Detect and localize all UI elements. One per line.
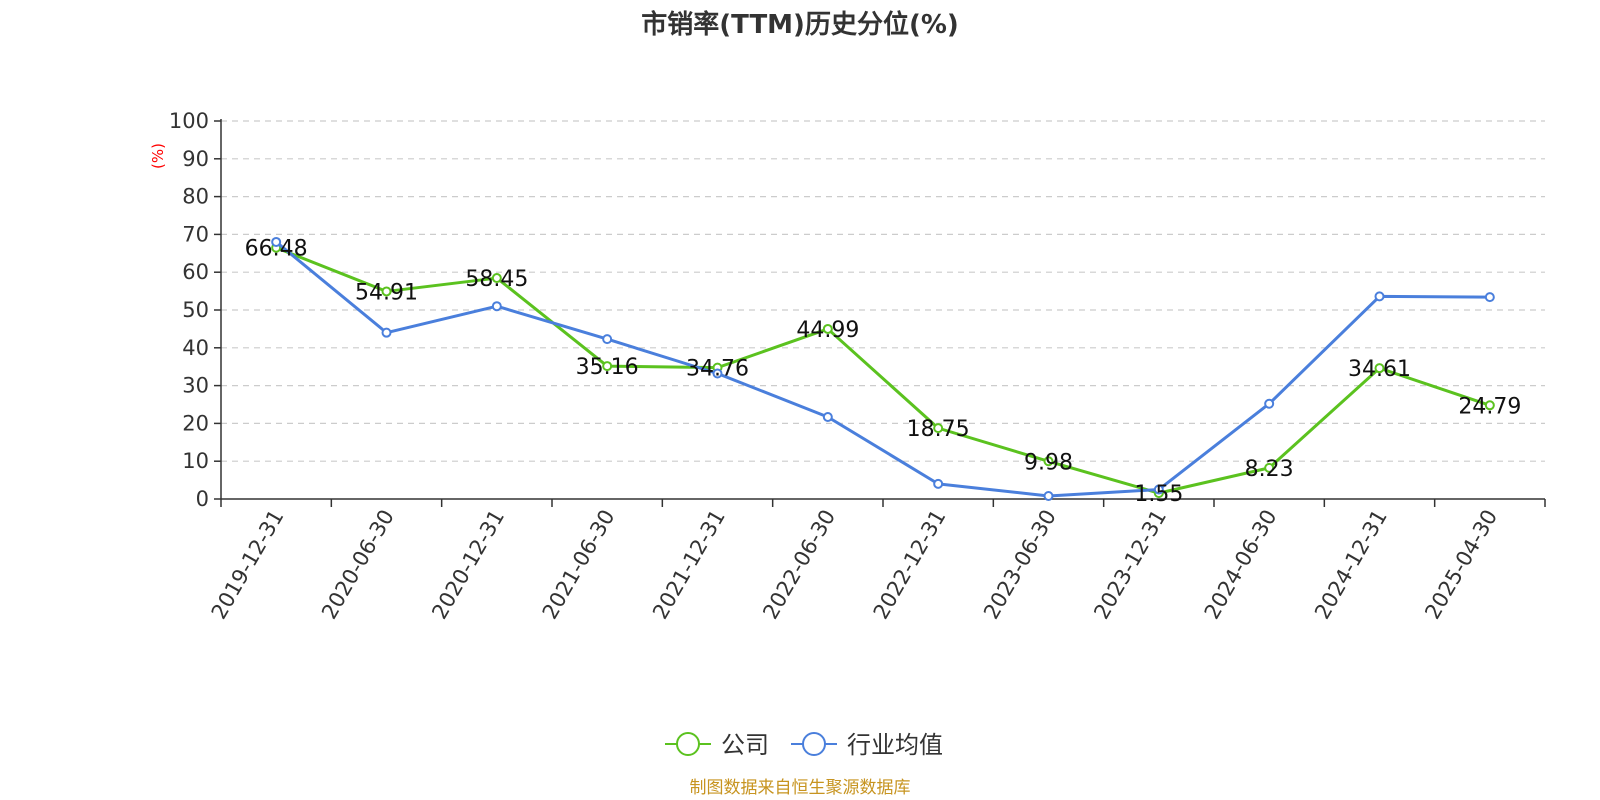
data-label: 35.16 [576, 355, 639, 380]
x-tick-label: 2021-06-30 [538, 506, 620, 624]
x-tick-label: 2023-12-31 [1089, 506, 1171, 624]
y-tick-label: 70 [182, 222, 209, 246]
data-point [712, 368, 723, 379]
series-line-0 [275, 246, 1491, 495]
data-point [1264, 398, 1275, 409]
data-label: 66.48 [245, 237, 308, 262]
data-label: 34.61 [1348, 357, 1411, 382]
x-tick-label: 2019-12-31 [207, 506, 289, 624]
series-line-1 [275, 240, 1490, 498]
data-point [602, 361, 613, 372]
x-tick-label: 2021-12-31 [648, 506, 730, 624]
data-labels: 66.48 54.91 58.45 35.16 34.76 44.99 18.75 9.98 1… [245, 237, 1522, 507]
data-label: 8.23 [1245, 457, 1294, 482]
data-label: 58.45 [465, 267, 528, 292]
data-point [602, 334, 613, 345]
data-label: 54.91 [355, 280, 418, 305]
data-point [1374, 291, 1385, 302]
y-tick-label: 0 [196, 487, 209, 511]
y-tick-label: 30 [182, 374, 209, 398]
x-tick-label: 2023-06-30 [979, 506, 1061, 624]
x-tick-label: 2025-04-30 [1420, 506, 1502, 624]
y-tick-label: 40 [182, 336, 209, 360]
x-tick-label: 2022-12-31 [869, 506, 951, 624]
data-point [822, 411, 833, 422]
data-point [491, 273, 502, 284]
data-label: 18.75 [907, 417, 970, 442]
data-point [1043, 490, 1054, 501]
data-label: 44.99 [796, 318, 859, 343]
data-point [1484, 292, 1495, 303]
data-point [381, 327, 392, 338]
data-label: 9.98 [1024, 450, 1073, 475]
legend: 公司 行业均值 [665, 731, 943, 759]
y-tick-label: 90 [182, 147, 209, 171]
x-tick-label: 2022-06-30 [758, 506, 840, 624]
data-point [1484, 400, 1495, 411]
legend-label-1: 行业均值 [847, 731, 943, 759]
data-point [822, 323, 833, 334]
data-point [271, 236, 282, 247]
grid-lines [221, 120, 1545, 462]
y-tick-label: 50 [182, 298, 209, 322]
data-point [1043, 456, 1054, 467]
x-tick-label: 2020-06-30 [317, 506, 399, 624]
data-point [1153, 484, 1164, 495]
y-tick-label: 20 [182, 411, 209, 435]
chart-title: 市销率(TTM)历史分位(%) [641, 10, 959, 40]
legend-label-0: 公司 [721, 731, 769, 759]
data-point [381, 286, 392, 297]
data-label: 1.55 [1134, 482, 1183, 507]
y-tick-label: 100 [169, 109, 209, 133]
legend-marker-0 [676, 732, 700, 756]
series-lines [271, 236, 1495, 501]
legend-marker-1 [802, 732, 826, 756]
data-point [491, 301, 502, 312]
y-tick-label: 80 [182, 185, 209, 209]
data-point [933, 423, 944, 434]
source-note: 制图数据来自恒生聚源数据库 [689, 778, 911, 798]
x-tick-label: 2024-12-31 [1310, 506, 1392, 624]
data-point [933, 478, 944, 489]
x-tick-label: 2020-12-31 [427, 506, 509, 624]
data-label: 24.79 [1458, 394, 1521, 419]
y-axis-label: (%) [149, 143, 167, 169]
y-tick-label: 10 [182, 449, 209, 473]
axes: 0 10 20 30 40 50 60 70 80 90 100(%) 2019-12-31 2020-… [149, 109, 1546, 624]
y-tick-label: 60 [182, 260, 209, 284]
data-point [1374, 363, 1385, 374]
x-tick-label: 2024-06-30 [1200, 506, 1282, 624]
data-label: 34.76 [686, 357, 749, 382]
data-point [1264, 462, 1275, 473]
